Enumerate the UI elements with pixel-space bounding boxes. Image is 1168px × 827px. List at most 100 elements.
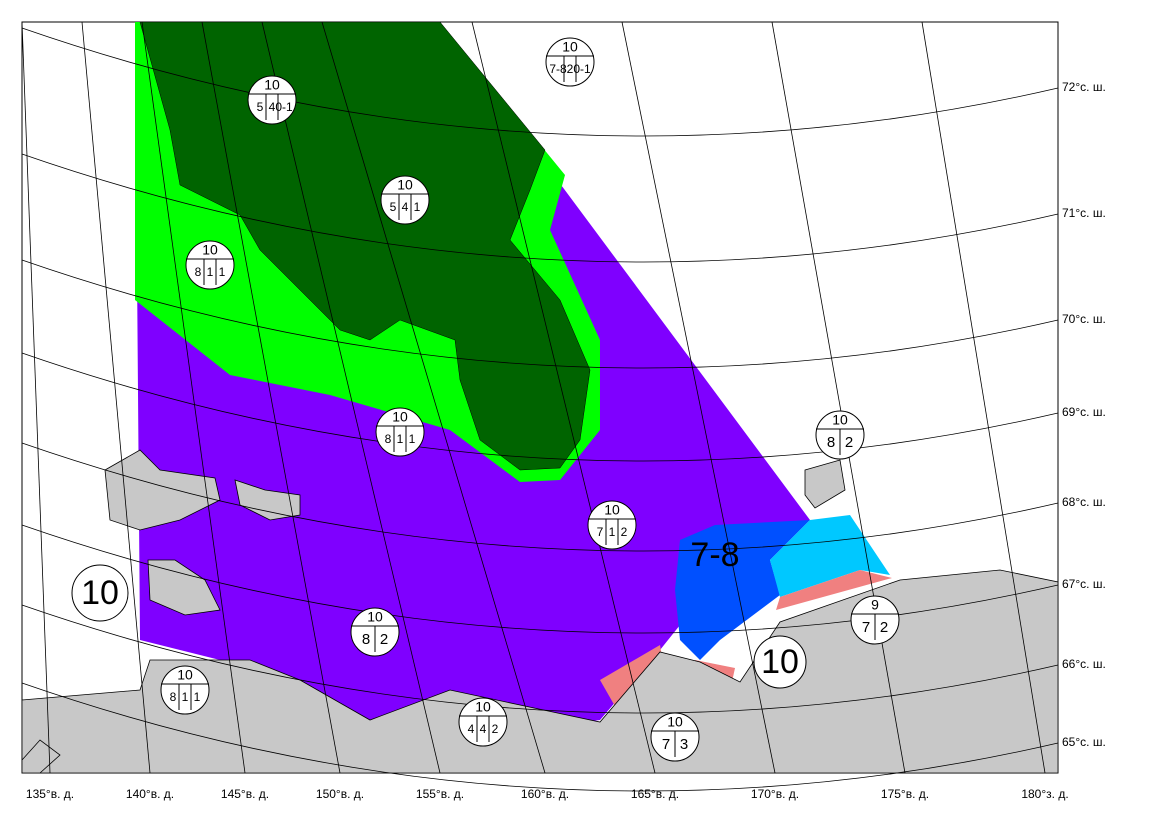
meridian (321, 21, 546, 774)
egg-part: 0-1 (275, 100, 293, 114)
longitude-label: 150°в. д. (316, 787, 364, 801)
egg-part: 0-1 (573, 62, 591, 76)
parallel (21, 442, 1059, 552)
egg-code: 108 1 1 (375, 407, 425, 457)
meridian (81, 21, 151, 774)
egg-part: 8 (195, 265, 202, 279)
egg-part: 5 (390, 200, 397, 214)
egg-circle (160, 665, 210, 715)
egg-part: 2 (880, 619, 888, 636)
egg-code: 97 2 (850, 595, 900, 645)
land (21, 569, 1059, 774)
latitude-label: 68°с. ш. (1062, 495, 1106, 509)
egg-part: 2 (380, 631, 388, 648)
egg-part: 2 (492, 722, 499, 736)
egg-part: 1 (609, 525, 616, 539)
egg-circle (587, 500, 637, 550)
meridian (201, 21, 341, 774)
egg-part: 7 (662, 736, 670, 753)
egg-part: 2 (621, 525, 628, 539)
egg-circle (185, 240, 235, 290)
longitude-label: 180°з. д. (1021, 787, 1068, 801)
egg-part: 5 (257, 100, 264, 114)
longitude-label: 175°в. д. (881, 787, 929, 801)
egg-total: 10 (392, 409, 408, 425)
egg-code: 10 8 2 (815, 410, 865, 460)
parallel (21, 352, 1059, 462)
dark-green-ice (139, 21, 591, 471)
latitude-label: 70°с. ш. (1062, 312, 1106, 326)
longitude-label: 135°в. д. (26, 787, 74, 801)
egg-part: 2 (845, 434, 853, 451)
big-label: 10 (761, 643, 799, 681)
egg-part: 1 (219, 265, 226, 279)
egg-total: 10 (604, 502, 620, 518)
parallel (21, 524, 1059, 634)
egg-part: 7 (862, 619, 870, 636)
egg-part: 1 (194, 690, 201, 704)
egg-part: 1 (397, 432, 404, 446)
graticule (21, 21, 1059, 792)
big-label-circle (753, 635, 807, 689)
egg-part: 4 (269, 100, 276, 114)
longitude-label: 155°в. д. (416, 787, 464, 801)
land (234, 479, 301, 521)
meridian (771, 21, 906, 774)
egg-part: 3 (680, 736, 688, 753)
egg-part: 1 (414, 200, 421, 214)
latitude-label: 71°с. ш. (1062, 206, 1106, 220)
latitude-label: 72°с. ш. (1062, 80, 1106, 94)
egg-part: 1 (409, 432, 416, 446)
egg-part: 8 (827, 434, 835, 451)
longitude-label: 170°в. д. (751, 787, 799, 801)
egg-code: 10 8 2 (350, 607, 400, 657)
egg-part: 8 (362, 631, 370, 648)
egg-part: 1 (182, 690, 189, 704)
egg-circle (247, 75, 297, 125)
egg-total: 10 (177, 667, 193, 683)
egg-circle (458, 697, 508, 747)
meridian (621, 21, 776, 774)
egg-part: 2 (567, 62, 574, 76)
egg-code: 10 7 3 (650, 712, 700, 762)
egg-total: 10 (667, 714, 683, 730)
egg-part: 4 (468, 722, 475, 736)
light-blue-ice (770, 515, 890, 597)
egg-code: 104 4 2 (458, 697, 508, 747)
egg-circle (380, 175, 430, 225)
egg-total: 10 (832, 412, 848, 428)
egg-part: 8 (170, 690, 177, 704)
blue-ice (675, 520, 810, 660)
egg-code: 108 1 1 (160, 665, 210, 715)
egg-total: 10 (397, 177, 413, 193)
land (804, 459, 846, 509)
egg-code: 105 4 0-1 (247, 75, 297, 125)
egg-part: 4 (480, 722, 487, 736)
regions (21, 21, 1059, 774)
meridian (921, 21, 1046, 774)
land (104, 449, 221, 531)
egg-total: 10 (202, 242, 218, 258)
parallel (21, 604, 1059, 714)
egg-code: 107 1 2 (587, 500, 637, 550)
latitude-label: 67°с. ш. (1062, 577, 1106, 591)
egg-code: 10 7-8 2 0-1 (545, 37, 595, 87)
longitude-label: 145°в. д. (221, 787, 269, 801)
egg-total: 10 (475, 699, 491, 715)
meridian (471, 21, 656, 774)
egg-code: 105 4 1 (380, 175, 430, 225)
egg-part: 7-8 (549, 62, 567, 76)
latitude-label: 69°с. ш. (1062, 405, 1106, 419)
land (147, 559, 221, 616)
egg-circle (545, 37, 595, 87)
salmon-ice (776, 570, 892, 610)
egg-code: 108 1 1 (185, 240, 235, 290)
parallel (21, 153, 1059, 263)
egg-total: 10 (562, 39, 578, 55)
egg-total: 10 (367, 609, 383, 625)
meridian (141, 21, 246, 774)
parallel (21, 27, 1059, 137)
latitude-label: 65°с. ш. (1062, 735, 1106, 749)
longitude-label: 160°в. д. (521, 787, 569, 801)
